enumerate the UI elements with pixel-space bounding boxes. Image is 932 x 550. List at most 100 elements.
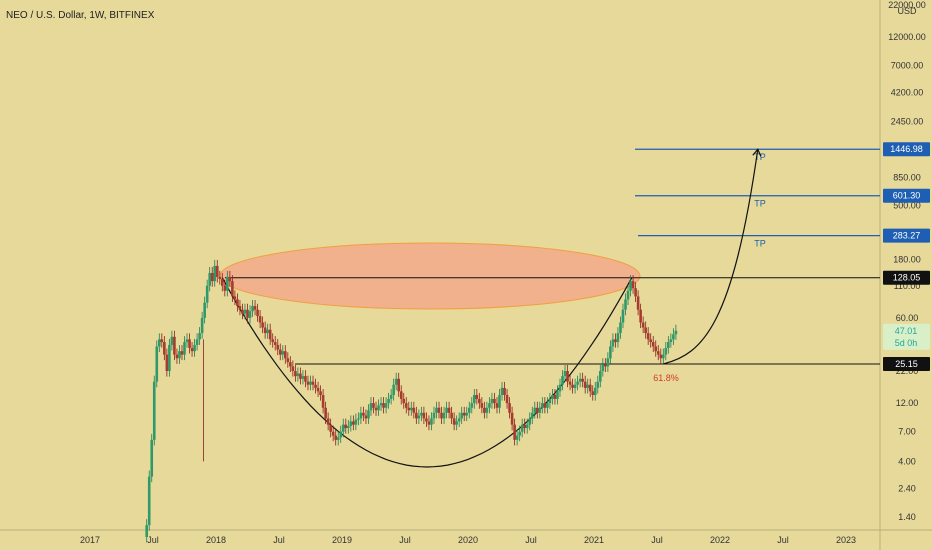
candle-body <box>581 378 584 382</box>
candle-body <box>387 398 390 404</box>
level-price-label: 1446.98 <box>890 144 923 154</box>
candle-body <box>586 384 589 388</box>
x-tick-label: 2018 <box>206 535 226 545</box>
candle-body <box>649 339 652 343</box>
candle-body <box>329 424 332 432</box>
candle-body <box>339 431 343 438</box>
candle-body <box>430 418 433 425</box>
y-tick-label: 2.40 <box>898 483 916 493</box>
candle-body <box>646 333 650 340</box>
candle-body <box>253 306 257 310</box>
candle-body <box>440 412 443 419</box>
candle-body <box>347 425 350 429</box>
candle-body <box>397 378 400 392</box>
x-tick-label: 2023 <box>836 535 856 545</box>
y-tick-label: 180.00 <box>893 255 921 265</box>
candle-body <box>644 327 647 334</box>
candle-body <box>566 371 569 382</box>
candle-body <box>263 327 267 334</box>
candle-body <box>445 407 448 413</box>
candle-body <box>213 265 217 282</box>
candle-body <box>168 344 171 372</box>
candle-body <box>473 394 476 404</box>
tp-label: TP <box>754 199 766 209</box>
candle-body <box>576 381 579 385</box>
candle-body <box>498 394 501 408</box>
level-price-tag <box>883 188 930 203</box>
candle-body <box>306 381 310 385</box>
x-tick-label: 2020 <box>458 535 478 545</box>
y-tick-label: 110.00 <box>894 281 921 291</box>
candle-body <box>233 296 237 300</box>
candle-body <box>402 398 406 404</box>
candle-body <box>183 342 186 355</box>
level-price-label: 25.15 <box>895 359 918 369</box>
candle-body <box>553 394 557 399</box>
candle-body <box>364 415 368 419</box>
candle-body <box>271 339 274 343</box>
candle-body <box>551 394 554 399</box>
candle-body <box>475 394 479 399</box>
tp-label: TP <box>754 152 766 162</box>
x-tick-label: Jul <box>273 535 285 545</box>
candle-body <box>525 424 529 429</box>
candle-body <box>508 403 511 413</box>
candle-body <box>601 364 605 372</box>
candle-body <box>399 391 403 399</box>
level-price-tag <box>883 270 930 285</box>
candle-body <box>205 285 209 303</box>
candle-body <box>415 412 418 419</box>
candle-body <box>321 394 325 408</box>
candle-body <box>359 412 363 419</box>
candle-body <box>349 421 353 426</box>
candle-body <box>621 309 625 323</box>
candle-body <box>407 407 411 411</box>
candle-body <box>173 336 176 355</box>
y-tick-label: 4.00 <box>898 456 916 466</box>
candle-body <box>258 316 262 323</box>
candle-body <box>432 412 436 419</box>
candle-body <box>485 407 489 413</box>
candle-body <box>198 333 201 340</box>
candle-body <box>435 407 438 413</box>
x-tick-label: Jul <box>399 535 411 545</box>
candle-body <box>467 407 471 413</box>
candle-body <box>626 290 630 300</box>
candle-body <box>334 435 337 440</box>
candle-body <box>314 384 317 388</box>
candle-body <box>319 391 322 395</box>
y-tick-label: 7.00 <box>898 427 916 437</box>
candle-body <box>278 349 282 355</box>
candle-body <box>606 358 610 367</box>
y-tick-label: 60.00 <box>896 313 919 323</box>
candle-body <box>662 354 665 359</box>
candle-body <box>286 358 290 363</box>
candle-body <box>289 362 292 367</box>
candle-body <box>578 378 582 382</box>
candle-body <box>394 378 398 385</box>
candle-body <box>178 351 181 359</box>
candle-body <box>384 403 388 408</box>
candle-body <box>301 376 305 379</box>
candle-body <box>669 339 673 343</box>
candle-body <box>656 351 660 355</box>
candle-body <box>523 424 526 429</box>
candle-body <box>208 272 211 286</box>
candle-body <box>588 384 592 392</box>
candle-body <box>223 285 227 291</box>
level-price-tag <box>883 142 930 157</box>
y-tick-label: 500.00 <box>893 201 921 211</box>
x-tick-label: Jul <box>777 535 789 545</box>
candle-body <box>299 373 302 379</box>
level-price-label: 601.30 <box>893 191 921 201</box>
candle-body <box>490 398 494 404</box>
candle-body <box>460 412 463 419</box>
candle-body <box>616 333 620 343</box>
candle-body <box>284 351 287 359</box>
candle-body <box>571 384 574 388</box>
y-tick-label: 4200.00 <box>891 88 924 98</box>
candle-body <box>556 391 559 399</box>
candle-body <box>193 344 196 352</box>
level-price-label: 283.27 <box>893 231 921 241</box>
